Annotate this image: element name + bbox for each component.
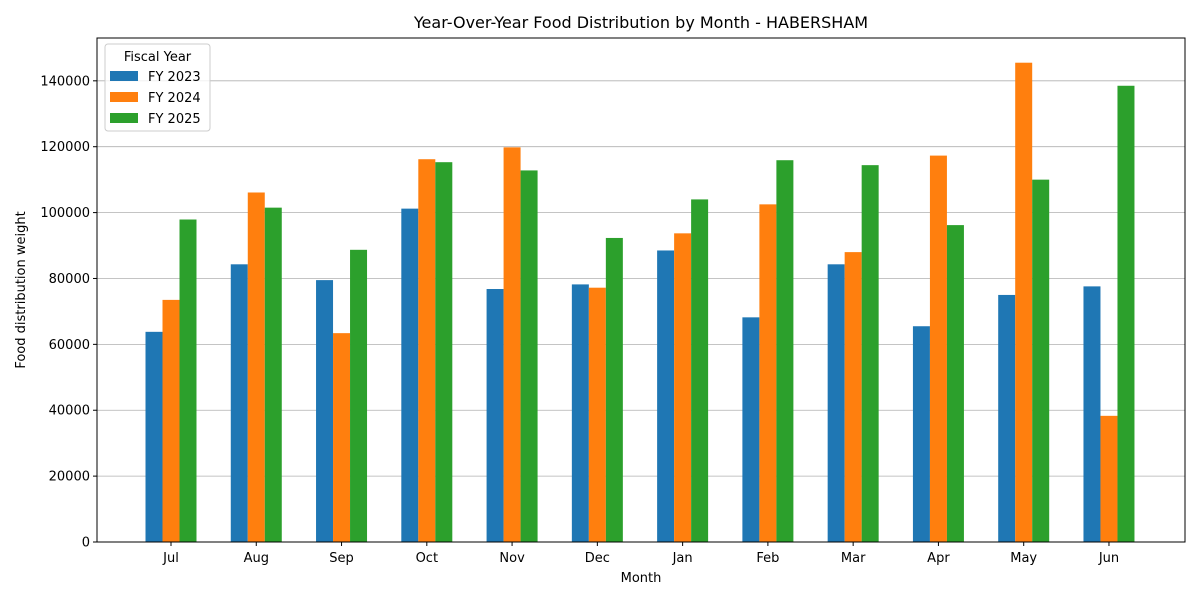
x-tick-label: May bbox=[1010, 551, 1037, 566]
bar bbox=[230, 264, 248, 542]
legend-entry-label: FY 2025 bbox=[148, 112, 201, 127]
bar bbox=[827, 264, 845, 542]
bar bbox=[929, 155, 947, 542]
x-tick-label: Oct bbox=[416, 551, 438, 566]
y-tick-label: 120000 bbox=[40, 140, 90, 155]
legend-items: FY 2023 FY 2024 FY 2025 bbox=[110, 70, 201, 127]
bar bbox=[350, 249, 368, 542]
bar bbox=[605, 237, 623, 542]
x-axis-label: Month bbox=[621, 571, 662, 586]
legend-swatch bbox=[110, 92, 138, 102]
chart-title: Year-Over-Year Food Distribution by Mont… bbox=[413, 13, 868, 32]
x-tick-label: Aug bbox=[244, 551, 269, 566]
legend: Fiscal Year FY 2023 FY 2024 FY 2025 bbox=[104, 43, 211, 132]
bar bbox=[691, 199, 709, 543]
bar bbox=[998, 294, 1016, 542]
bar bbox=[912, 326, 930, 542]
bar bbox=[588, 287, 606, 542]
x-tick-label: Jul bbox=[162, 551, 179, 566]
bar bbox=[1083, 286, 1101, 542]
bar bbox=[776, 160, 794, 542]
x-tick-label: Apr bbox=[927, 551, 950, 566]
legend-entry-label: FY 2023 bbox=[148, 70, 201, 85]
legend-title: Fiscal Year bbox=[124, 50, 192, 65]
bar bbox=[179, 219, 197, 542]
x-tick-label: Jan bbox=[672, 551, 693, 566]
bars bbox=[145, 62, 1135, 543]
axis-ticks: 0 20000 40000 60000 80000 100000 120000 140000 J… bbox=[40, 74, 1119, 566]
bar bbox=[503, 147, 521, 543]
series-fy-2023 bbox=[145, 208, 1101, 542]
bar bbox=[759, 204, 777, 542]
bar bbox=[264, 207, 282, 542]
y-tick-label: 100000 bbox=[40, 206, 90, 221]
bar bbox=[333, 333, 351, 542]
bar bbox=[247, 192, 265, 542]
x-tick-label: Jun bbox=[1098, 551, 1119, 566]
bar bbox=[844, 252, 862, 542]
bar bbox=[861, 165, 879, 542]
bar bbox=[1015, 62, 1033, 543]
x-tick-label: Nov bbox=[499, 551, 525, 566]
legend-entry-label: FY 2024 bbox=[148, 91, 201, 106]
legend-swatch bbox=[110, 113, 138, 123]
bar bbox=[418, 159, 436, 543]
series-fy-2025 bbox=[179, 85, 1135, 543]
bar bbox=[657, 250, 675, 542]
bar bbox=[520, 170, 538, 542]
bar bbox=[674, 233, 692, 542]
y-tick-label: 140000 bbox=[40, 74, 90, 89]
y-tick-label: 60000 bbox=[49, 338, 90, 353]
bar bbox=[162, 299, 180, 542]
y-tick-label: 0 bbox=[82, 536, 90, 551]
x-tick-label: Sep bbox=[329, 551, 354, 566]
bar bbox=[946, 225, 964, 542]
x-tick-label: Feb bbox=[756, 551, 779, 566]
y-axis-label: Food distribution weight bbox=[14, 211, 29, 368]
bar bbox=[1100, 415, 1118, 542]
bar bbox=[401, 208, 419, 542]
bar bbox=[1032, 179, 1050, 542]
y-tick-label: 20000 bbox=[49, 470, 90, 485]
bar bbox=[435, 162, 453, 542]
bar bbox=[145, 331, 163, 542]
bar bbox=[1117, 85, 1135, 542]
plot-area-frame bbox=[96, 37, 1186, 543]
legend-box bbox=[104, 43, 211, 132]
series-fy-2024 bbox=[162, 62, 1118, 543]
y-tick-label: 40000 bbox=[49, 404, 90, 419]
x-tick-label: Dec bbox=[585, 551, 610, 566]
bar bbox=[571, 284, 589, 542]
bar bbox=[486, 289, 504, 542]
bar bbox=[742, 317, 760, 542]
y-tick-label: 80000 bbox=[49, 272, 90, 287]
bar bbox=[316, 280, 334, 542]
legend-swatch bbox=[110, 71, 138, 81]
x-tick-label: Mar bbox=[841, 551, 866, 566]
